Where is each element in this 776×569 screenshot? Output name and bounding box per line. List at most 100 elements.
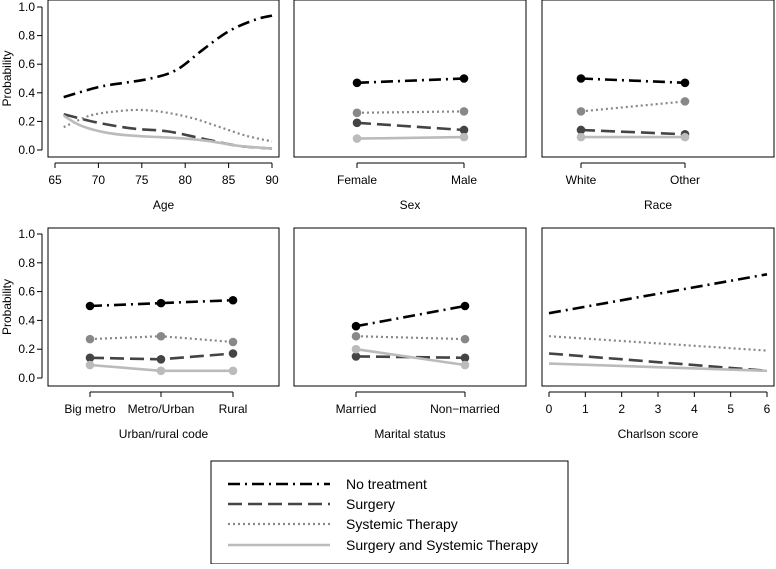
data-point-surgery xyxy=(156,354,166,364)
x-tick-label: Married xyxy=(336,402,377,416)
series-line-no-treatment xyxy=(63,14,273,99)
series-line-no-treatment xyxy=(580,77,686,85)
legend-label-surgery: Surgery xyxy=(346,496,395,512)
data-point-surgery-and-systemic-therapy xyxy=(228,366,238,376)
data-point-surgery xyxy=(228,349,238,358)
y-tick-label: 0.4 xyxy=(18,86,35,100)
data-point-no-treatment xyxy=(460,301,470,311)
data-point-no-treatment xyxy=(459,74,469,83)
data-point-systemic-therapy xyxy=(228,337,238,347)
data-point-systemic-therapy xyxy=(460,334,470,344)
data-point-surgery-and-systemic-therapy xyxy=(351,344,361,354)
legend-label-no-treatment: No treatment xyxy=(346,476,427,492)
x-tick-label: 5 xyxy=(727,402,734,416)
data-point-no-treatment xyxy=(576,74,586,83)
x-tick-label: Metro/Urban xyxy=(128,402,195,416)
data-point-surgery-and-systemic-therapy xyxy=(460,360,470,370)
x-tick-label: 80 xyxy=(179,173,193,187)
data-point-surgery-and-systemic-therapy xyxy=(352,134,362,143)
data-point-systemic-therapy xyxy=(156,331,166,341)
data-point-systemic-therapy xyxy=(85,334,95,344)
data-point-no-treatment xyxy=(156,298,166,308)
series-line-systemic-therapy xyxy=(355,335,466,341)
data-point-surgery xyxy=(576,125,586,135)
x-tick-label: Female xyxy=(337,173,377,187)
series-line-no-treatment xyxy=(548,273,768,315)
x-axis-title: Charlson score xyxy=(618,427,699,441)
panel-frame xyxy=(541,0,775,158)
data-point-surgery-and-systemic-therapy xyxy=(459,132,469,142)
x-tick-label: White xyxy=(566,173,597,187)
y-tick-label: 0.8 xyxy=(18,29,35,43)
data-point-surgery xyxy=(352,118,362,128)
data-point-systemic-therapy xyxy=(351,331,361,341)
y-tick-label: 0.0 xyxy=(18,143,35,157)
series-line-surgery xyxy=(355,355,466,360)
data-point-no-treatment xyxy=(352,78,362,88)
x-tick-label: 2 xyxy=(618,402,625,416)
x-tick-label: Rural xyxy=(219,402,248,416)
x-tick-label: 4 xyxy=(691,402,698,416)
series-line-surgery xyxy=(356,121,465,132)
y-tick-label: 0.2 xyxy=(18,114,35,128)
x-axis-title: Age xyxy=(153,198,175,212)
panel-frame xyxy=(293,0,527,158)
x-axis-title: Sex xyxy=(400,198,421,212)
y-axis-title: Probability xyxy=(0,279,14,335)
y-tick-label: 0.2 xyxy=(18,342,35,356)
x-tick-label: 3 xyxy=(655,402,662,416)
data-point-no-treatment xyxy=(85,301,95,311)
panel-frame xyxy=(47,0,280,158)
y-tick-label: 1.0 xyxy=(18,227,35,241)
series-line-surgery xyxy=(580,128,686,136)
y-tick-label: 1.0 xyxy=(18,0,35,14)
panel-frame xyxy=(293,227,527,387)
series-line-no-treatment xyxy=(355,304,466,328)
x-tick-label: 6 xyxy=(764,402,771,416)
series-line-surgery-and-systemic-therapy xyxy=(356,135,465,140)
data-point-surgery xyxy=(460,353,470,363)
data-point-systemic-therapy xyxy=(680,97,690,106)
data-point-surgery-and-systemic-therapy xyxy=(680,132,690,142)
panel-frame xyxy=(541,227,775,387)
data-point-systemic-therapy xyxy=(352,108,362,118)
series-line-surgery xyxy=(548,352,768,373)
x-tick-label: Non−married xyxy=(430,402,500,416)
data-point-surgery-and-systemic-therapy xyxy=(85,360,95,370)
y-tick-label: 0.8 xyxy=(18,256,35,270)
data-point-surgery xyxy=(351,352,361,361)
data-point-surgery xyxy=(85,353,95,363)
x-tick-label: Male xyxy=(451,173,477,187)
x-axis-title: Marital status xyxy=(374,427,445,441)
x-tick-label: 65 xyxy=(48,173,62,187)
y-tick-label: 0.6 xyxy=(18,57,35,71)
panel-frame xyxy=(47,227,280,387)
x-tick-label: 1 xyxy=(582,402,589,416)
x-axis-title: Urban/rural code xyxy=(119,427,209,441)
x-tick-label: Other xyxy=(670,173,700,187)
x-tick-label: 75 xyxy=(135,173,149,187)
x-tick-label: 0 xyxy=(546,402,553,416)
series-line-no-treatment xyxy=(356,77,465,85)
data-point-systemic-therapy xyxy=(576,107,586,116)
series-line-systemic-therapy xyxy=(548,335,768,352)
data-point-no-treatment xyxy=(228,295,238,305)
data-point-surgery-and-systemic-therapy xyxy=(576,132,586,142)
y-tick-label: 0.0 xyxy=(18,371,35,385)
legend-label-systemic-therapy: Systemic Therapy xyxy=(346,516,458,532)
series-line-systemic-therapy xyxy=(356,110,465,114)
x-tick-label: 90 xyxy=(265,173,279,187)
y-tick-label: 0.4 xyxy=(18,313,35,327)
series-line-systemic-therapy xyxy=(63,108,273,143)
y-tick-label: 0.6 xyxy=(18,285,35,299)
data-point-no-treatment xyxy=(351,321,361,331)
data-point-surgery xyxy=(459,125,469,135)
series-line-surgery-and-systemic-therapy xyxy=(63,114,273,150)
data-point-surgery-and-systemic-therapy xyxy=(156,366,166,376)
series-line-surgery-and-systemic-therapy xyxy=(548,362,768,373)
series-line-surgery-and-systemic-therapy xyxy=(355,347,466,367)
y-axis-title: Probability xyxy=(0,50,14,106)
x-axis-title: Race xyxy=(644,198,672,212)
series-line-systemic-therapy xyxy=(580,100,686,113)
